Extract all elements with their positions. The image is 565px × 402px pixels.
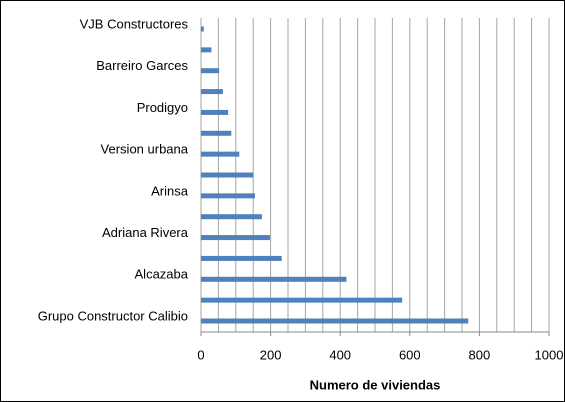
bar xyxy=(201,109,229,115)
bar xyxy=(201,318,469,324)
x-tick-label: 0 xyxy=(197,347,204,362)
bar xyxy=(201,130,232,136)
bar xyxy=(201,297,403,303)
bar xyxy=(201,172,254,178)
y-tick-label: Adriana Rivera xyxy=(102,225,189,240)
y-tick-label: VJB Constructores xyxy=(80,16,189,31)
y-tick-label: Arinsa xyxy=(151,183,189,198)
y-tick-label: Barreiro Garces xyxy=(96,58,188,73)
y-tick-label: Version urbana xyxy=(101,142,189,157)
y-tick-label: Alcazaba xyxy=(135,267,189,282)
x-tick-label: 600 xyxy=(399,347,421,362)
x-tick-label: 200 xyxy=(260,347,282,362)
bar xyxy=(201,89,223,95)
bar xyxy=(201,276,347,282)
bar xyxy=(201,47,212,53)
x-tick-label: 400 xyxy=(329,347,351,362)
bar xyxy=(201,255,282,261)
x-axis-label: Numero de viviendas xyxy=(310,377,441,392)
bar xyxy=(201,68,220,74)
bar xyxy=(201,235,270,241)
y-tick-label: Prodigyo xyxy=(137,100,188,115)
bar xyxy=(201,193,255,199)
bar xyxy=(201,26,204,32)
x-tick-label: 1000 xyxy=(535,347,564,362)
bar xyxy=(201,214,262,220)
bar xyxy=(201,151,240,157)
x-tick-label: 800 xyxy=(469,347,491,362)
y-tick-label: Grupo Constructor Calibio xyxy=(38,308,188,323)
